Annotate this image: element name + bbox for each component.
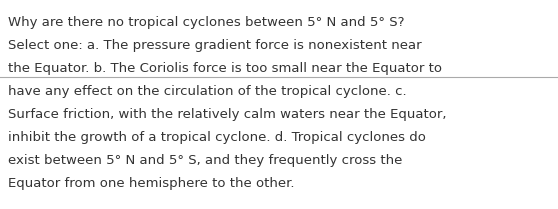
Text: Surface friction, with the relatively calm waters near the Equator,: Surface friction, with the relatively ca… <box>8 108 446 121</box>
Text: the Equator. b. The Coriolis force is too small near the Equator to: the Equator. b. The Coriolis force is to… <box>8 62 442 75</box>
Text: have any effect on the circulation of the tropical cyclone. c.: have any effect on the circulation of th… <box>8 85 407 98</box>
Text: Equator from one hemisphere to the other.: Equator from one hemisphere to the other… <box>8 177 295 190</box>
Text: exist between 5° N and 5° S, and they frequently cross the: exist between 5° N and 5° S, and they fr… <box>8 154 402 167</box>
Text: Select one: a. The pressure gradient force is nonexistent near: Select one: a. The pressure gradient for… <box>8 40 422 52</box>
Text: Why are there no tropical cyclones between 5° N and 5° S?: Why are there no tropical cyclones betwe… <box>8 16 405 29</box>
Text: inhibit the growth of a tropical cyclone. d. Tropical cyclones do: inhibit the growth of a tropical cyclone… <box>8 131 426 144</box>
